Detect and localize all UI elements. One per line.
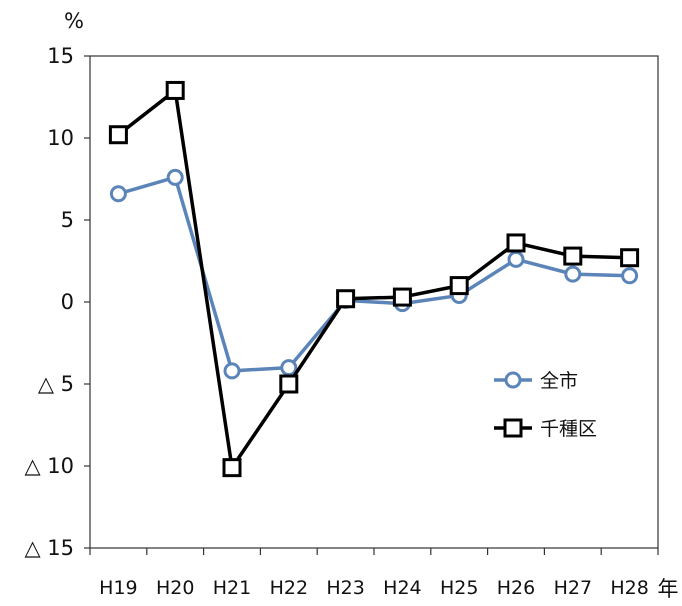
data-point-circle bbox=[564, 265, 582, 283]
legend-marker-square bbox=[503, 418, 523, 438]
legend-label: 全市 bbox=[540, 370, 578, 392]
series-layer bbox=[108, 80, 640, 478]
x-axis-unit: 年 bbox=[658, 577, 679, 601]
legend-marker-circle bbox=[504, 371, 522, 389]
x-tick-label: H21 bbox=[213, 577, 251, 599]
data-point-square bbox=[279, 374, 299, 394]
y-tick-label: 10 bbox=[47, 126, 74, 150]
data-point-circle bbox=[109, 185, 127, 203]
y-tick-label: △ 15 bbox=[24, 536, 74, 560]
data-point-square bbox=[336, 289, 356, 309]
data-point-square bbox=[165, 80, 185, 100]
x-tick-label: H24 bbox=[383, 577, 421, 599]
x-tick-label: H28 bbox=[610, 577, 648, 599]
data-point-square bbox=[563, 246, 583, 266]
series-line bbox=[117, 88, 630, 470]
x-tick-label: H27 bbox=[554, 577, 592, 599]
data-point-square bbox=[108, 125, 128, 145]
legend-item: 全市 bbox=[494, 370, 578, 392]
y-tick-label: △ 5 bbox=[38, 372, 74, 396]
legend-label: 千種区 bbox=[540, 418, 597, 440]
series-line bbox=[117, 175, 630, 373]
data-point-circle bbox=[223, 362, 241, 380]
x-tick-label: H22 bbox=[270, 577, 308, 599]
data-point-square bbox=[392, 287, 412, 307]
series-2 bbox=[108, 80, 640, 478]
y-tick-label: △ 10 bbox=[24, 454, 74, 478]
data-point-circle bbox=[621, 267, 639, 285]
data-point-circle bbox=[280, 359, 298, 377]
data-point-circle bbox=[166, 168, 184, 186]
y-tick-label: 0 bbox=[61, 290, 74, 314]
x-tick-label: H19 bbox=[99, 577, 137, 599]
y-axis-unit: % bbox=[64, 9, 84, 33]
y-tick-label: 5 bbox=[61, 208, 74, 232]
x-tick-label: H20 bbox=[156, 577, 194, 599]
axes: 15 10 5 0 △ 5 △ 10 △ 15 H19 H20 H21 H22 H23 H24 H25 H2… bbox=[24, 44, 659, 599]
x-tick-label: H23 bbox=[326, 577, 364, 599]
data-point-square bbox=[222, 458, 242, 478]
x-tick-label: H25 bbox=[440, 577, 478, 599]
x-tick-label: H26 bbox=[497, 577, 535, 599]
legend-item: 千種区 bbox=[494, 418, 597, 440]
y-tick-label: 15 bbox=[47, 44, 74, 68]
data-point-circle bbox=[507, 250, 525, 268]
data-point-square bbox=[620, 248, 640, 268]
data-point-square bbox=[506, 233, 526, 253]
data-point-square bbox=[449, 276, 469, 296]
